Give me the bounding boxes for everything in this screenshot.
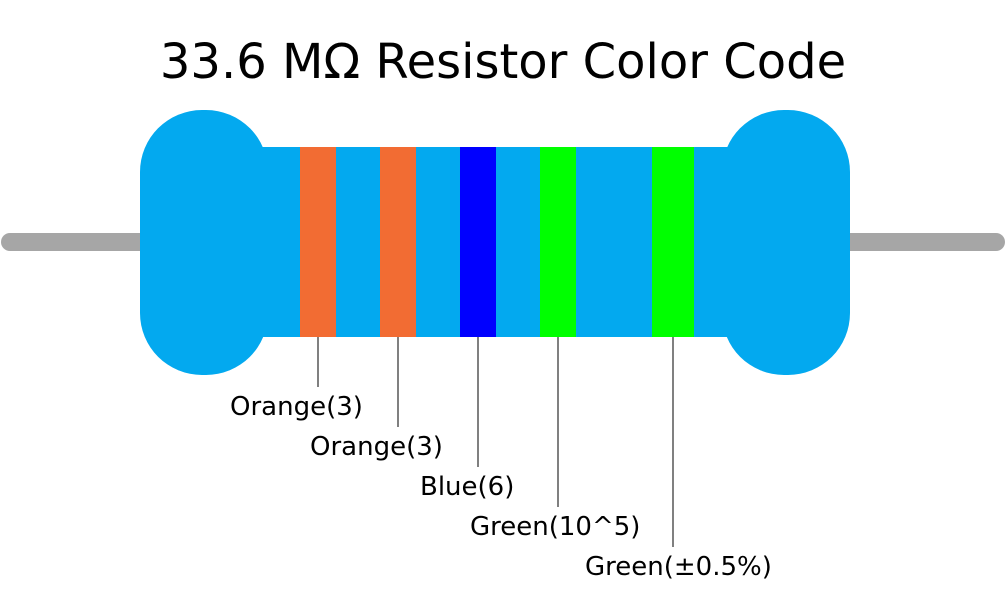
title: 33.6 MΩ Resistor Color Code	[160, 34, 846, 90]
band-label: Green(10^5)	[470, 512, 640, 542]
color-band	[652, 147, 694, 337]
band-label: Orange(3)	[230, 392, 363, 422]
color-band	[540, 147, 576, 337]
band-label: Green(±0.5%)	[585, 552, 772, 582]
band-label: Blue(6)	[420, 472, 514, 502]
bands: Orange(3) Orange(3) Blue(6) Green(10^5) Gree…	[230, 147, 772, 582]
color-band	[380, 147, 416, 337]
color-band	[460, 147, 496, 337]
color-band	[300, 147, 336, 337]
band-label: Orange(3)	[310, 432, 443, 462]
